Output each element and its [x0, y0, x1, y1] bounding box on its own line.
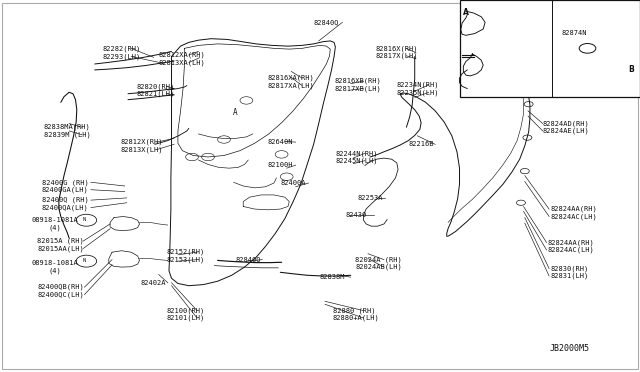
Text: 82838MA(RH): 82838MA(RH) [44, 124, 90, 131]
Text: 82840Q: 82840Q [236, 257, 261, 263]
Text: 82282(RH): 82282(RH) [102, 45, 141, 52]
Text: 82816XA(RH): 82816XA(RH) [268, 75, 314, 81]
Text: 82824AC(LH): 82824AC(LH) [548, 247, 595, 253]
FancyBboxPatch shape [460, 0, 640, 97]
Text: 82839M (LH): 82839M (LH) [44, 131, 90, 138]
Text: 82293(LH): 82293(LH) [102, 53, 141, 60]
Text: (4): (4) [48, 267, 61, 274]
Text: 82430: 82430 [346, 212, 367, 218]
Text: 82824AE(LH): 82824AE(LH) [543, 128, 589, 134]
Text: 82152(RH): 82152(RH) [166, 249, 205, 256]
Text: 82816X(RH): 82816X(RH) [375, 45, 417, 52]
Text: 82400QB(RH): 82400QB(RH) [37, 284, 84, 291]
Text: 82831(LH): 82831(LH) [550, 273, 589, 279]
Text: 82235N(LH): 82235N(LH) [397, 89, 439, 96]
Text: 82253A: 82253A [357, 195, 383, 201]
Text: 82015AA(LH): 82015AA(LH) [37, 245, 84, 252]
Text: 82820(RH): 82820(RH) [136, 83, 175, 90]
Text: 82813X(LH): 82813X(LH) [120, 146, 163, 153]
Text: 82101(LH): 82101(LH) [166, 315, 205, 321]
Text: 82830(RH): 82830(RH) [550, 265, 589, 272]
Text: 82100(RH): 82100(RH) [166, 307, 205, 314]
Text: N: N [83, 258, 86, 263]
Text: 82817XB(LH): 82817XB(LH) [334, 85, 381, 92]
Text: 82024AB(LH): 82024AB(LH) [355, 264, 402, 270]
Text: 82024A (RH): 82024A (RH) [355, 256, 402, 263]
Text: 82153(LH): 82153(LH) [166, 256, 205, 263]
Text: 08918-1081A: 08918-1081A [32, 217, 79, 223]
Text: 82824AD(RH): 82824AD(RH) [543, 120, 589, 127]
Text: 82400GA(LH): 82400GA(LH) [42, 186, 88, 193]
Text: 82400QC(LH): 82400QC(LH) [37, 291, 84, 298]
Text: 08918-1081A: 08918-1081A [32, 260, 79, 266]
Text: 82640N: 82640N [268, 139, 293, 145]
Text: 82817X(LH): 82817X(LH) [375, 52, 417, 59]
Text: 82245N(LH): 82245N(LH) [335, 157, 378, 164]
Text: 82400QA(LH): 82400QA(LH) [42, 204, 88, 211]
Text: 82813XA(LH): 82813XA(LH) [159, 59, 205, 66]
Text: 82824AA(RH): 82824AA(RH) [550, 206, 597, 212]
Text: 82812X(RH): 82812X(RH) [120, 139, 163, 145]
Text: 82812XA(RH): 82812XA(RH) [159, 52, 205, 58]
Text: A: A [463, 8, 468, 17]
Text: 82816XB(RH): 82816XB(RH) [334, 78, 381, 84]
Text: 82880+A(LH): 82880+A(LH) [333, 315, 380, 321]
Text: 82400Q (RH): 82400Q (RH) [42, 197, 88, 203]
Text: 82400A: 82400A [280, 180, 306, 186]
Text: 82015A (RH): 82015A (RH) [37, 238, 84, 244]
Text: 82100H: 82100H [268, 162, 293, 168]
Text: A: A [233, 108, 238, 117]
Text: B: B [628, 65, 634, 74]
Text: (4): (4) [48, 224, 61, 231]
Text: 82880 (RH): 82880 (RH) [333, 307, 375, 314]
Text: 82838M: 82838M [320, 274, 346, 280]
Text: 82821(LH): 82821(LH) [136, 90, 175, 97]
Text: 82402A: 82402A [141, 280, 166, 286]
Text: 82817XA(LH): 82817XA(LH) [268, 82, 314, 89]
Text: 82400G (RH): 82400G (RH) [42, 179, 88, 186]
Text: JB2000M5: JB2000M5 [549, 344, 589, 353]
Text: 82840Q: 82840Q [314, 19, 339, 25]
Text: 82234N(RH): 82234N(RH) [397, 81, 439, 88]
Text: 82216B: 82216B [408, 141, 434, 147]
Text: 82874N: 82874N [562, 30, 588, 36]
Text: N: N [83, 217, 86, 222]
Text: 82824AA(RH): 82824AA(RH) [548, 239, 595, 246]
Text: 82824AC(LH): 82824AC(LH) [550, 213, 597, 220]
Text: 82244N(RH): 82244N(RH) [335, 150, 378, 157]
